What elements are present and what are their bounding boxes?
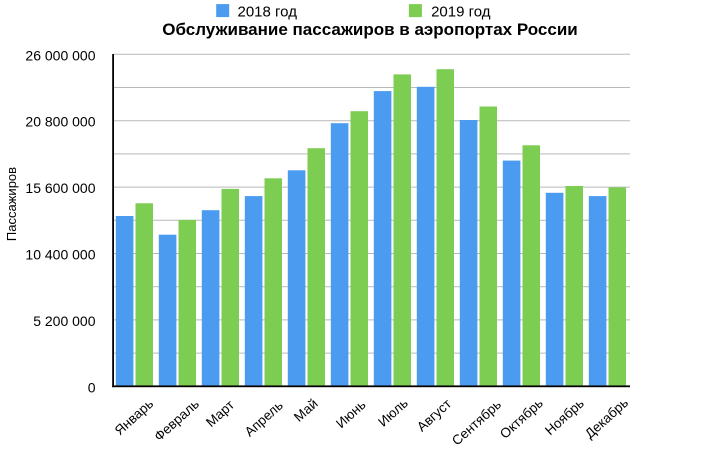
svg-text:2019 год: 2019 год [431,4,491,21]
svg-text:2018 год: 2018 год [238,4,298,21]
svg-text:10 400 000: 10 400 000 [25,247,95,263]
svg-text:0: 0 [88,379,96,395]
svg-text:26 000 000: 26 000 000 [25,47,95,63]
svg-text:Обслуживание пассажиров в аэро: Обслуживание пассажиров в аэропортах Рос… [162,20,577,39]
svg-text:Пассажиров: Пассажиров [4,167,19,241]
svg-text:20 800 000: 20 800 000 [25,114,95,130]
svg-text:15 600 000: 15 600 000 [25,180,95,196]
svg-text:5 200 000: 5 200 000 [33,313,95,329]
